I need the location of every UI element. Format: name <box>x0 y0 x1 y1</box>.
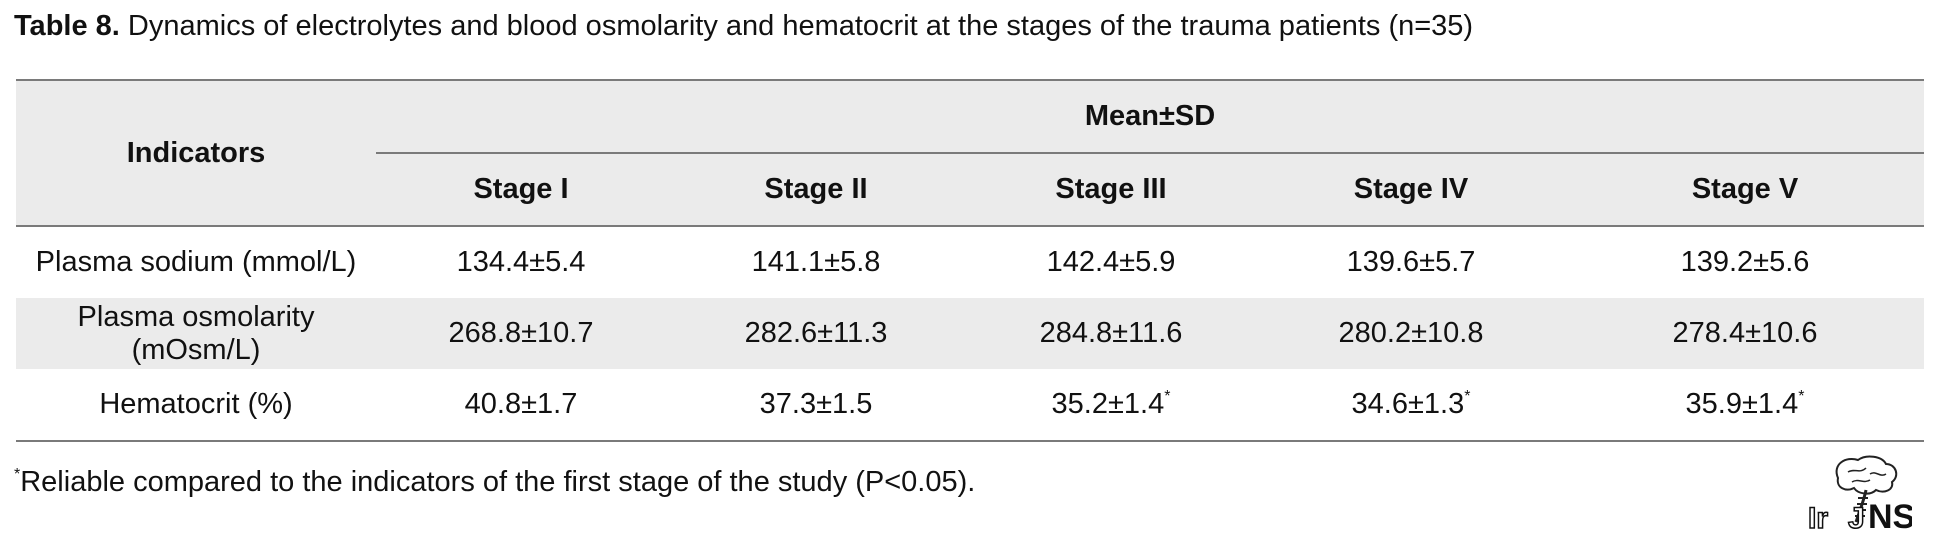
indicator-cell: Plasma sodium (mmol/L) <box>35 246 357 278</box>
table-row: Hematocrit (%) 40.8±1.7 37.3±1.5 35.2±1.… <box>16 369 1924 441</box>
value-cell: 40.8±1.7 <box>464 388 578 420</box>
value-cell: 141.1±5.8 <box>751 246 881 278</box>
significance-mark: * <box>1464 388 1471 405</box>
value-cell: 142.4±5.9 <box>1046 246 1176 278</box>
data-table: Indicators Mean±SD Stage I Stage II Stag… <box>16 79 1925 442</box>
mean-sd-header: Mean±SD <box>376 80 1925 154</box>
table-caption: Table 8. Dynamics of electrolytes and bl… <box>14 8 1473 44</box>
value-cell: 280.2±10.8 <box>1338 317 1484 349</box>
significance-mark: * <box>1798 388 1805 405</box>
brain-spine-logo-icon: Ir J NS <box>1808 455 1912 532</box>
value-cell: 134.4±5.4 <box>456 246 586 278</box>
value-cell: 35.9±1.4* <box>1685 388 1805 420</box>
value-cell: 139.2±5.6 <box>1680 246 1810 278</box>
value-cell: 139.6±5.7 <box>1346 246 1476 278</box>
svg-text:J: J <box>1848 502 1865 532</box>
stage-header: Stage II <box>764 173 868 205</box>
caption-label: Table 8. <box>14 10 120 42</box>
value-cell: 34.6±1.3* <box>1351 388 1471 420</box>
stage-header: Stage V <box>1691 173 1799 205</box>
value-cell: 278.4±10.6 <box>1672 317 1818 349</box>
stage-header: Stage IV <box>1353 173 1469 205</box>
stage-header: Stage I <box>473 173 569 205</box>
value-cell: 37.3±1.5 <box>759 388 873 420</box>
table-row: Plasma osmolarity (mOsm/L) 268.8±10.7 28… <box>16 298 1925 369</box>
caption-text: Dynamics of electrolytes and blood osmol… <box>119 10 1474 42</box>
value-cell: 268.8±10.7 <box>448 317 594 349</box>
value-cell: 35.2±1.4* <box>1051 388 1171 420</box>
svg-text:NS: NS <box>1868 498 1912 532</box>
footnote-text: Reliable compared to the indicators of t… <box>20 466 976 498</box>
stage-header: Stage III <box>1055 173 1167 205</box>
indicator-cell: Plasma osmolarity (mOsm/L) <box>77 300 315 366</box>
table-head: Indicators Mean±SD Stage I Stage II Stag… <box>16 80 1925 226</box>
indicator-cell: Hematocrit (%) <box>99 388 293 420</box>
table-row: Plasma sodium (mmol/L) 134.4±5.4 141.1±5… <box>16 226 1924 298</box>
svg-text:Ir: Ir <box>1808 502 1828 532</box>
footnote-mark: * <box>14 466 21 483</box>
value-cell: 282.6±11.3 <box>744 317 888 349</box>
table-footnote: *Reliable compared to the indicators of … <box>14 464 975 500</box>
table-body: Plasma sodium (mmol/L) 134.4±5.4 141.1±5… <box>16 226 1925 441</box>
significance-mark: * <box>1164 388 1171 405</box>
value-cell: 284.8±11.6 <box>1039 317 1183 349</box>
indicators-header: Indicators <box>126 136 266 169</box>
